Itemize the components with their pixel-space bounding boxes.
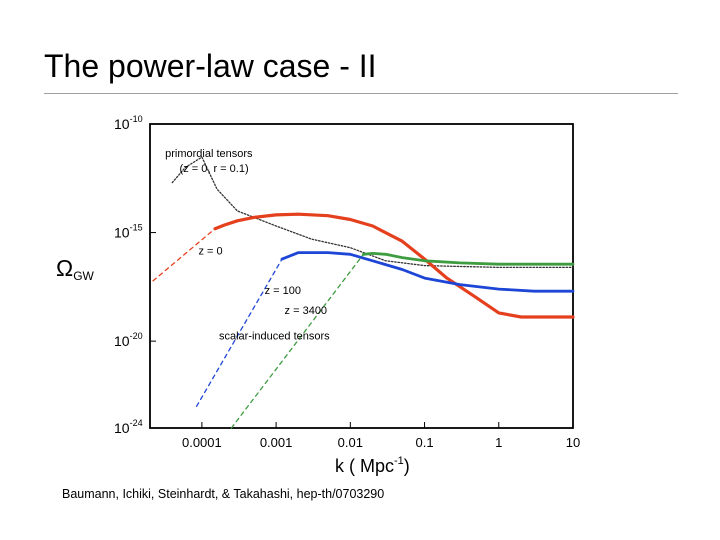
x-tick-label: 0.1 xyxy=(416,435,434,450)
y-tick-label: 10-20 xyxy=(114,331,143,349)
x-axis-label-close: ) xyxy=(404,456,410,476)
annotation-label: primordial tensors xyxy=(165,148,253,160)
annotation-layer: primordial tensors (z = 0, r = 0.1) z = 0 z… xyxy=(165,148,330,342)
y-tick-exponent: -20 xyxy=(130,331,143,341)
annotation-label: (z = 0, r = 0.1) xyxy=(180,163,249,175)
series-line-scalar-induced-z-0 xyxy=(152,228,216,282)
y-tick-exponent: -10 xyxy=(130,114,143,124)
y-tick-exponent: -15 xyxy=(130,223,143,233)
title-divider xyxy=(44,93,678,94)
x-tick-label: 0.01 xyxy=(338,435,363,450)
plot-frame xyxy=(149,123,574,429)
y-tick-base: 10 xyxy=(114,225,130,241)
annotation-label: z = 0 xyxy=(198,245,222,257)
slide-title: The power-law case - II xyxy=(44,48,377,84)
y-axis-label-sub: GW xyxy=(73,269,94,283)
x-axis-label: k ( Mpc-1) xyxy=(335,455,410,476)
gw-spectrum-chart: 0.0001 0.001 0.01 0.1 1 1010-1010-1510-2010-2… xyxy=(56,114,580,476)
series-line-z-0 xyxy=(213,212,575,319)
x-tick-label: 0.0001 xyxy=(182,435,222,450)
x-axis-label-main: k ( Mpc xyxy=(335,456,394,476)
x-tick-label: 1 xyxy=(495,435,502,450)
y-tick-base: 10 xyxy=(114,333,130,349)
y-axis-label-symbol: Ω xyxy=(56,255,73,281)
tick-layer: 0.0001 0.001 0.01 0.1 1 1010-1010-1510-2010-2… xyxy=(114,114,580,450)
y-axis-label: ΩGW xyxy=(56,255,95,283)
series-line-scalar-induced-z-100 xyxy=(195,258,283,407)
annotation-label: z = 100 xyxy=(265,285,301,297)
y-tick-label: 10-15 xyxy=(114,223,143,241)
series-layer xyxy=(152,156,575,429)
x-axis-label-exponent: -1 xyxy=(394,455,404,467)
x-tick-label: 0.001 xyxy=(260,435,293,450)
y-tick-label: 10-10 xyxy=(114,114,143,132)
y-tick-exponent: -24 xyxy=(130,418,143,428)
y-tick-label: 10-24 xyxy=(114,418,143,436)
series-line-z-3400 xyxy=(361,251,575,266)
x-tick-label: 10 xyxy=(566,435,580,450)
annotation-label: scalar-induced tensors xyxy=(219,330,330,342)
series-line-primordial-tensors xyxy=(171,156,574,269)
annotation-label: z = 3400 xyxy=(285,305,328,317)
series-line-scalar-induced-z-3400 xyxy=(230,253,365,429)
series-line-z-100 xyxy=(280,251,575,293)
y-tick-base: 10 xyxy=(114,116,130,132)
citation: Baumann, Ichiki, Steinhardt, & Takahashi… xyxy=(62,487,385,501)
y-tick-base: 10 xyxy=(114,420,130,436)
